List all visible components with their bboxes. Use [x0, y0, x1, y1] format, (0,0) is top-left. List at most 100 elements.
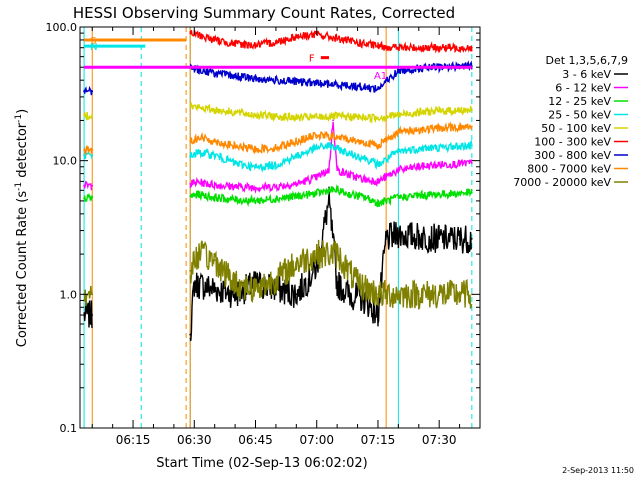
data-point-0-2 [189, 333, 192, 336]
data-point-4-11 [356, 116, 359, 118]
series-line-7-0 [83, 145, 93, 157]
series-line-3-0 [83, 149, 93, 159]
flag-label-1: N [90, 42, 97, 53]
data-point-2-16 [417, 194, 420, 197]
data-point-7-17 [470, 125, 473, 128]
data-point-3-2 [189, 155, 192, 158]
data-point-7-12 [377, 144, 379, 147]
data-point-0-16 [385, 238, 387, 240]
legend-label-7: 800 - 7000 keV [527, 163, 611, 176]
data-point-2-13 [364, 196, 367, 199]
data-point-6-13 [397, 69, 400, 72]
data-point-7-6 [254, 148, 257, 151]
data-point-2-17 [438, 193, 441, 196]
data-point-1-20 [470, 162, 473, 164]
data-point-3-14 [377, 164, 379, 166]
data-point-4-7 [275, 115, 277, 118]
series-line-4-1 [189, 101, 473, 124]
plot-frame [79, 26, 481, 429]
data-point-5-9 [356, 42, 359, 44]
data-point-6-3 [197, 68, 200, 71]
data-point-1-9 [315, 176, 318, 179]
data-point-2-2 [189, 195, 192, 198]
data-point-1-6 [254, 186, 257, 189]
x-tick-label-1: 06:30 [177, 433, 212, 447]
data-point-5-15 [470, 46, 473, 49]
legend-label-0: 3 - 6 keV [562, 68, 611, 81]
data-point-0-21 [470, 238, 473, 240]
data-point-1-19 [458, 162, 461, 165]
data-point-4-4 [213, 108, 216, 111]
data-point-4-8 [295, 116, 298, 119]
data-point-3-9 [315, 146, 318, 149]
data-point-6-8 [295, 80, 298, 83]
data-point-2-10 [328, 189, 330, 192]
data-point-4-10 [336, 115, 338, 118]
data-point-5-8 [336, 37, 338, 40]
series-7 [83, 121, 473, 157]
data-point-6-12 [377, 87, 379, 90]
series-line-3-1 [189, 139, 473, 173]
series-line-5-0 [189, 29, 473, 54]
data-point-6-9 [315, 82, 318, 85]
y-tick-label-1: 1.0 [60, 288, 78, 301]
x-axis: 06:15 06:30 06:45 07:00 07:15 07:30 [91, 27, 461, 447]
data-point-3-1 [91, 154, 94, 157]
data-point-8-5 [234, 282, 237, 285]
data-point-1-8 [295, 183, 298, 185]
data-point-5-13 [438, 46, 441, 49]
data-point-5-6 [295, 35, 298, 38]
series-line-1-0 [83, 180, 93, 191]
data-point-0-18 [417, 235, 420, 238]
data-point-2-3 [197, 193, 200, 196]
data-point-1-17 [417, 165, 420, 168]
data-point-5-2 [213, 39, 216, 41]
data-point-3-4 [213, 154, 216, 157]
data-point-5-4 [254, 44, 257, 47]
series-line-2-1 [189, 184, 473, 208]
series-5 [189, 29, 473, 54]
data-point-6-10 [336, 83, 338, 86]
data-point-3-15 [397, 150, 400, 153]
data-point-4-14 [417, 111, 420, 114]
data-point-4-0 [83, 114, 85, 116]
x-tick-label-2: 06:45 [238, 433, 273, 447]
y-axis-label-sup1: -1 [14, 182, 24, 191]
legend-label-6: 300 - 800 keV [534, 149, 611, 162]
series-2 [83, 184, 473, 208]
y-axis-label-mid: detector [15, 122, 30, 182]
data-point-3-0 [83, 154, 85, 157]
x-tick-label-5: 07:30 [422, 433, 457, 447]
data-point-4-9 [315, 116, 318, 118]
data-point-3-12 [348, 152, 351, 155]
data-point-0-10 [315, 266, 318, 268]
data-point-7-7 [275, 146, 277, 149]
data-point-5-10 [377, 45, 379, 47]
data-point-2-1 [91, 196, 94, 199]
series-line-0-1 [189, 186, 472, 341]
data-point-3-11 [336, 147, 338, 150]
data-point-8-1 [91, 293, 94, 296]
data-point-8-11 [356, 282, 359, 285]
data-point-0-4 [213, 287, 216, 290]
data-point-3-19 [470, 144, 473, 147]
data-point-7-15 [438, 127, 441, 130]
y-axis-label-end: ) [15, 109, 30, 114]
data-point-5-14 [458, 46, 461, 49]
data-point-1-18 [438, 164, 441, 166]
data-point-3-6 [254, 166, 257, 169]
data-point-2-6 [254, 200, 257, 202]
data-point-6-1 [91, 90, 94, 93]
data-point-8-16 [458, 293, 461, 296]
data-point-5-0 [189, 32, 192, 34]
data-point-8-15 [438, 293, 441, 296]
data-point-8-3 [197, 253, 200, 256]
data-point-1-2 [189, 183, 192, 185]
data-point-4-15 [438, 110, 441, 112]
data-point-1-16 [397, 169, 400, 172]
legend-title: Det 1,3,5,6,7,9 [545, 54, 628, 67]
data-point-3-13 [364, 157, 367, 160]
data-point-7-4 [213, 140, 216, 143]
